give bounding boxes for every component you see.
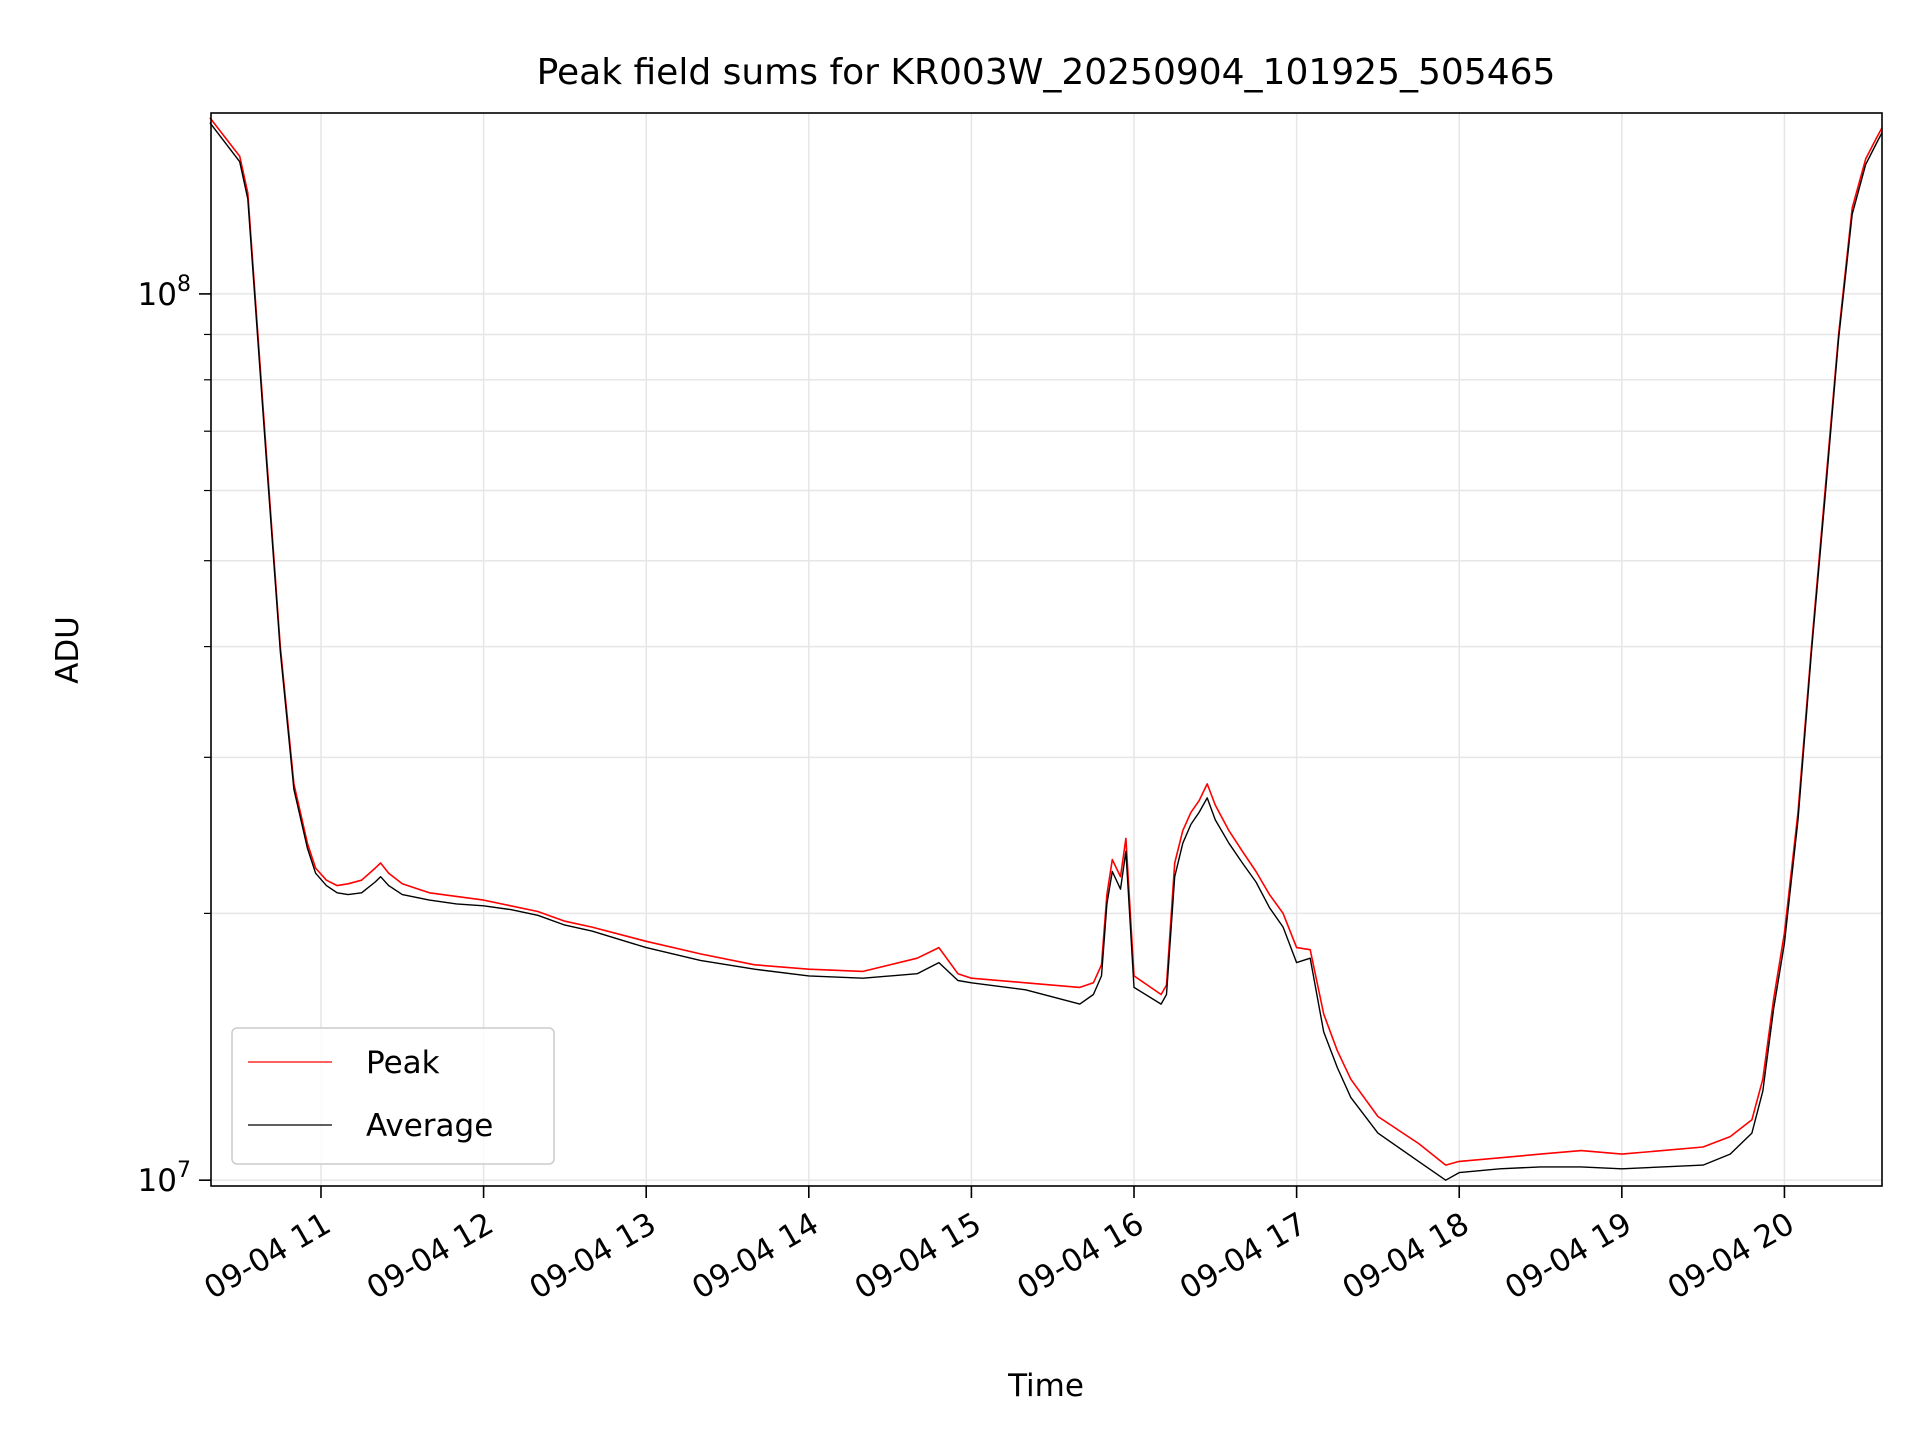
- series-lines: [209, 117, 1883, 1181]
- y-tick-label: 108: [138, 272, 191, 313]
- series-line-average: [209, 122, 1883, 1181]
- y-tick-label: 107: [138, 1158, 191, 1199]
- y-tick-label-exponent: 7: [177, 1158, 191, 1183]
- series-line-peak: [209, 117, 1883, 1166]
- legend-label-peak: Peak: [366, 1045, 440, 1081]
- legend-label-average: Average: [366, 1108, 493, 1144]
- y-tick-label-base: 10: [138, 1163, 177, 1199]
- y-tick-label-exponent: 8: [177, 272, 191, 297]
- grid: [211, 113, 1882, 1186]
- x-axis-label: Time: [1007, 1368, 1084, 1404]
- y-axis-label: ADU: [50, 616, 86, 684]
- y-tick-label-base: 10: [138, 277, 177, 313]
- chart-title: Peak field sums for KR003W_20250904_1019…: [537, 52, 1556, 93]
- legend: Peak Average: [231, 1027, 555, 1165]
- plot-frame: [210, 112, 1883, 1187]
